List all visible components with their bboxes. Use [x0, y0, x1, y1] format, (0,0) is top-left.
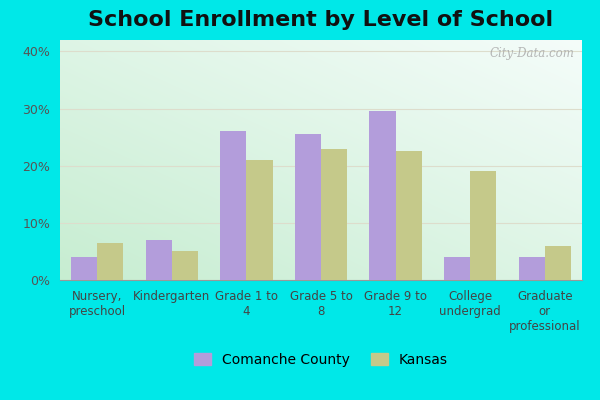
Bar: [470, 172, 496, 280]
Bar: [370, 112, 395, 280]
Bar: [247, 160, 272, 280]
Bar: [172, 252, 198, 280]
Bar: [545, 246, 571, 280]
Bar: [71, 257, 97, 280]
Bar: [321, 148, 347, 280]
Title: School Enrollment by Level of School: School Enrollment by Level of School: [88, 10, 554, 30]
Bar: [220, 132, 247, 280]
Bar: [518, 257, 545, 280]
Bar: [395, 152, 422, 280]
Text: City-Data.com: City-Data.com: [489, 47, 574, 60]
Bar: [146, 240, 172, 280]
Bar: [444, 257, 470, 280]
Legend: Comanche County, Kansas: Comanche County, Kansas: [187, 346, 455, 374]
Bar: [295, 134, 321, 280]
Bar: [97, 243, 124, 280]
